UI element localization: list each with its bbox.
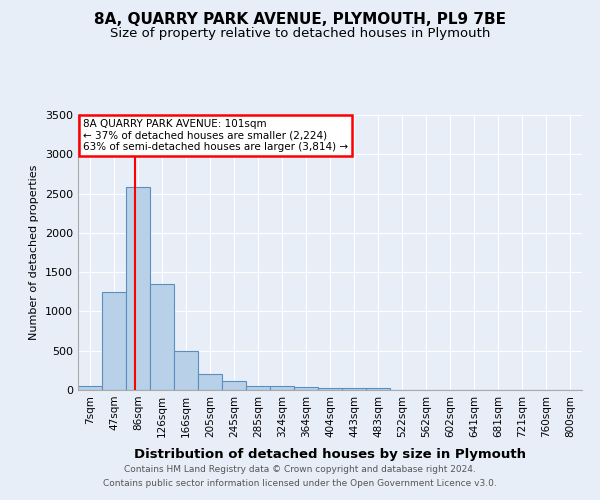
Text: Contains HM Land Registry data © Crown copyright and database right 2024.
Contai: Contains HM Land Registry data © Crown c…	[103, 466, 497, 487]
Bar	[366, 388, 390, 390]
X-axis label: Distribution of detached houses by size in Plymouth: Distribution of detached houses by size …	[134, 448, 526, 461]
Bar	[78, 386, 102, 390]
Text: Size of property relative to detached houses in Plymouth: Size of property relative to detached ho…	[110, 28, 490, 40]
Text: 8A, QUARRY PARK AVENUE, PLYMOUTH, PL9 7BE: 8A, QUARRY PARK AVENUE, PLYMOUTH, PL9 7B…	[94, 12, 506, 28]
Bar	[222, 382, 246, 390]
Bar	[174, 350, 198, 390]
Bar	[342, 388, 366, 390]
Bar	[294, 387, 318, 390]
Bar	[150, 284, 174, 390]
Text: 8A QUARRY PARK AVENUE: 101sqm
← 37% of detached houses are smaller (2,224)
63% o: 8A QUARRY PARK AVENUE: 101sqm ← 37% of d…	[83, 119, 348, 152]
Bar	[318, 388, 342, 390]
Bar	[102, 292, 126, 390]
Bar	[270, 386, 294, 390]
Bar	[126, 188, 150, 390]
Bar	[198, 374, 222, 390]
Y-axis label: Number of detached properties: Number of detached properties	[29, 165, 40, 340]
Bar	[246, 386, 270, 390]
